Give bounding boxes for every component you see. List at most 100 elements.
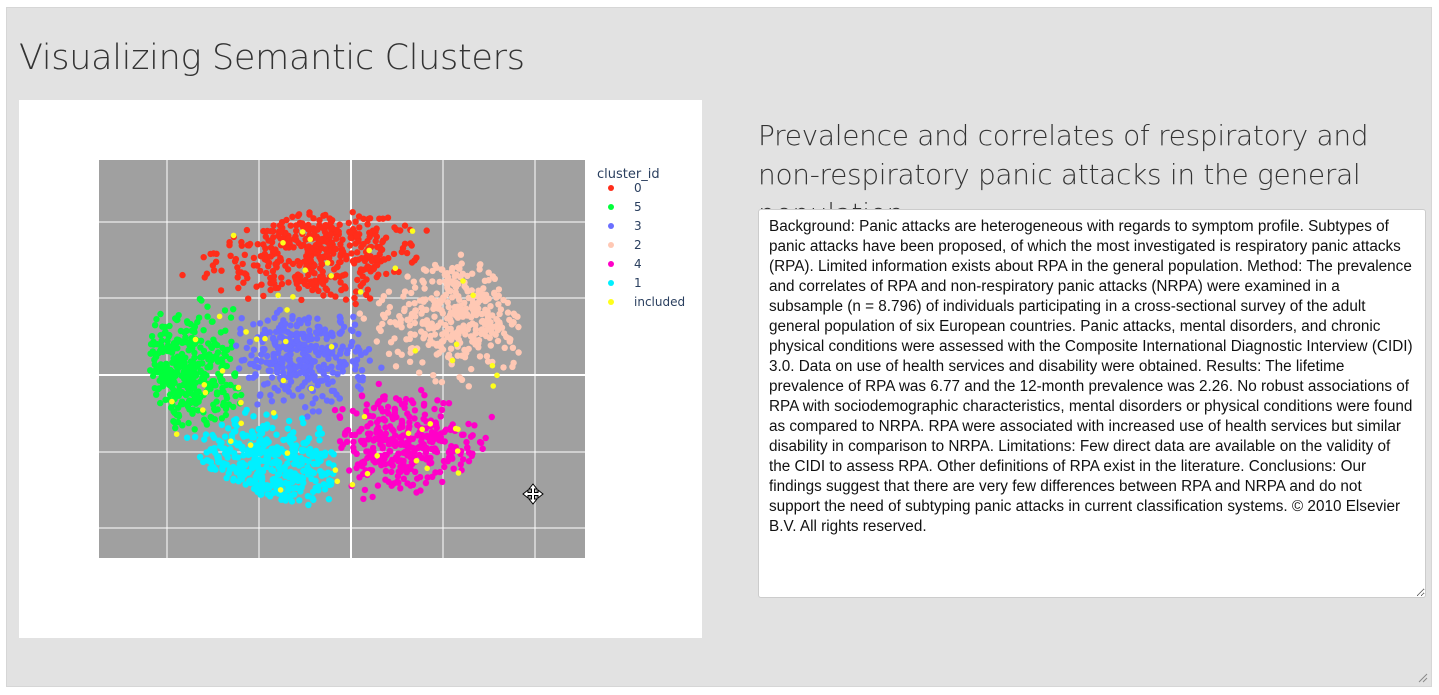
legend-marker-0 bbox=[608, 185, 614, 191]
scatter-point-cluster-1 bbox=[208, 465, 215, 473]
scatter-point-cluster-4 bbox=[370, 404, 378, 412]
scatter-point-cluster-5 bbox=[154, 341, 161, 348]
scatter-point-cluster-2 bbox=[458, 376, 466, 383]
scatter-point-cluster-1 bbox=[202, 431, 210, 438]
scatter-point-cluster-2 bbox=[501, 344, 508, 351]
scatter-point-cluster-0 bbox=[293, 222, 300, 229]
scatter-point-cluster-3 bbox=[293, 333, 300, 341]
scatter-point-cluster-5 bbox=[218, 415, 226, 422]
scatter-point-cluster-4 bbox=[471, 422, 478, 429]
scatter-point-cluster-5 bbox=[148, 333, 156, 340]
scatter-point-included bbox=[494, 372, 500, 379]
scatter-point-cluster-3 bbox=[302, 362, 309, 370]
scatter-point-cluster-5 bbox=[184, 403, 192, 410]
resize-grip-icon[interactable] bbox=[1416, 671, 1428, 683]
scatter-point-cluster-0 bbox=[298, 242, 305, 250]
scatter-point-cluster-2 bbox=[438, 378, 446, 386]
scatter-point-cluster-4 bbox=[432, 419, 439, 426]
scatter-point-cluster-5 bbox=[180, 368, 187, 376]
scatter-point-cluster-4 bbox=[440, 400, 447, 407]
legend-marker-1 bbox=[608, 280, 614, 286]
scatter-point-cluster-3 bbox=[248, 352, 255, 359]
scatter-point-cluster-1 bbox=[264, 459, 271, 466]
scatter-point-cluster-4 bbox=[404, 452, 411, 459]
scatter-point-cluster-2 bbox=[411, 300, 418, 307]
scatter-point-cluster-0 bbox=[370, 265, 377, 273]
scatter-point-cluster-2 bbox=[486, 334, 493, 341]
scatter-point-cluster-2 bbox=[509, 344, 517, 351]
scatter-point-cluster-2 bbox=[406, 335, 413, 342]
scatter-point-cluster-5 bbox=[196, 394, 204, 401]
scatter-point-cluster-4 bbox=[438, 406, 446, 414]
scatter-point-cluster-4 bbox=[388, 482, 395, 489]
scatter-point-cluster-1 bbox=[248, 428, 256, 435]
scatter-point-included bbox=[202, 389, 209, 396]
scatter-point-cluster-0 bbox=[365, 215, 372, 223]
scatter-point-cluster-0 bbox=[234, 264, 241, 271]
scatter-point-cluster-2 bbox=[400, 293, 407, 300]
scatter-point-cluster-2 bbox=[491, 290, 498, 298]
scatter-point-cluster-0 bbox=[238, 238, 245, 246]
scatter-point-cluster-0 bbox=[346, 242, 354, 249]
scatter-point-cluster-0 bbox=[246, 240, 254, 248]
scatter-point-cluster-1 bbox=[292, 457, 300, 464]
scatter-point-cluster-3 bbox=[268, 398, 276, 405]
scatter-point-cluster-0 bbox=[287, 222, 294, 229]
scatter-point-cluster-1 bbox=[264, 491, 272, 498]
scatter-point-cluster-4 bbox=[380, 436, 387, 444]
scatter-point-cluster-2 bbox=[420, 298, 427, 305]
scatter-point-cluster-1 bbox=[237, 467, 244, 475]
scatter-point-cluster-3 bbox=[245, 374, 253, 381]
scatter-point-cluster-2 bbox=[508, 321, 516, 328]
scatter-point-included bbox=[280, 377, 287, 384]
scatter-point-cluster-1 bbox=[321, 486, 329, 493]
scatter-point-cluster-1 bbox=[284, 425, 291, 432]
scatter-point-included bbox=[424, 465, 431, 472]
cluster-scatter-chart[interactable]: cluster_id0 5 3 2 4 1 included bbox=[19, 100, 702, 638]
scatter-point-cluster-3 bbox=[295, 363, 302, 370]
scatter-point-cluster-1 bbox=[285, 417, 293, 425]
scatter-point-cluster-1 bbox=[312, 477, 319, 485]
scatter-point-cluster-3 bbox=[332, 354, 340, 361]
scatter-point-cluster-0 bbox=[305, 248, 313, 255]
scatter-point-cluster-3 bbox=[340, 323, 348, 331]
scatter-point-included bbox=[328, 344, 335, 350]
scatter-point-cluster-1 bbox=[260, 448, 267, 455]
scatter-point-cluster-1 bbox=[268, 445, 275, 453]
scatter-point-cluster-4 bbox=[360, 437, 367, 445]
scatter-point-cluster-0 bbox=[316, 265, 324, 272]
scatter-point-cluster-3 bbox=[274, 344, 282, 352]
scatter-point-cluster-5 bbox=[184, 390, 191, 397]
scatter-point-cluster-1 bbox=[275, 458, 282, 466]
scatter-point-cluster-0 bbox=[285, 279, 292, 286]
abstract-textarea[interactable] bbox=[758, 209, 1426, 598]
scatter-point-cluster-2 bbox=[434, 341, 441, 349]
scatter-point-cluster-1 bbox=[305, 458, 312, 465]
scatter-point-cluster-1 bbox=[223, 474, 230, 482]
scatter-point-cluster-2 bbox=[482, 297, 490, 304]
scatter-point-cluster-2 bbox=[443, 280, 450, 288]
scatter-point-cluster-4 bbox=[429, 438, 436, 446]
scatter-point-cluster-3 bbox=[272, 338, 279, 345]
scatter-point-cluster-0 bbox=[342, 252, 350, 259]
scatter-point-cluster-3 bbox=[316, 323, 323, 331]
scatter-point-cluster-3 bbox=[378, 364, 385, 371]
scatter-point-cluster-3 bbox=[305, 353, 312, 361]
scatter-point-included bbox=[192, 336, 199, 343]
scatter-point-cluster-2 bbox=[431, 302, 438, 309]
scatter-point-cluster-5 bbox=[173, 336, 181, 343]
scatter-point-cluster-4 bbox=[386, 423, 394, 430]
legend-label-2: 2 bbox=[634, 238, 642, 252]
scatter-point-cluster-2 bbox=[433, 290, 440, 297]
scatter-point-cluster-3 bbox=[282, 320, 289, 327]
scatter-point-cluster-0 bbox=[342, 296, 350, 303]
scatter-plot-card[interactable]: cluster_id 0 5 3 2 4 1 included bbox=[19, 100, 702, 638]
scatter-point-cluster-1 bbox=[228, 432, 236, 439]
scatter-point-cluster-5 bbox=[231, 372, 239, 380]
scatter-point-cluster-4 bbox=[405, 425, 412, 433]
scatter-point-included bbox=[235, 384, 242, 391]
scatter-point-cluster-0 bbox=[282, 262, 289, 269]
scatter-point-cluster-0 bbox=[306, 211, 313, 218]
scatter-point-cluster-1 bbox=[201, 436, 208, 443]
scatter-point-cluster-1 bbox=[245, 451, 252, 458]
